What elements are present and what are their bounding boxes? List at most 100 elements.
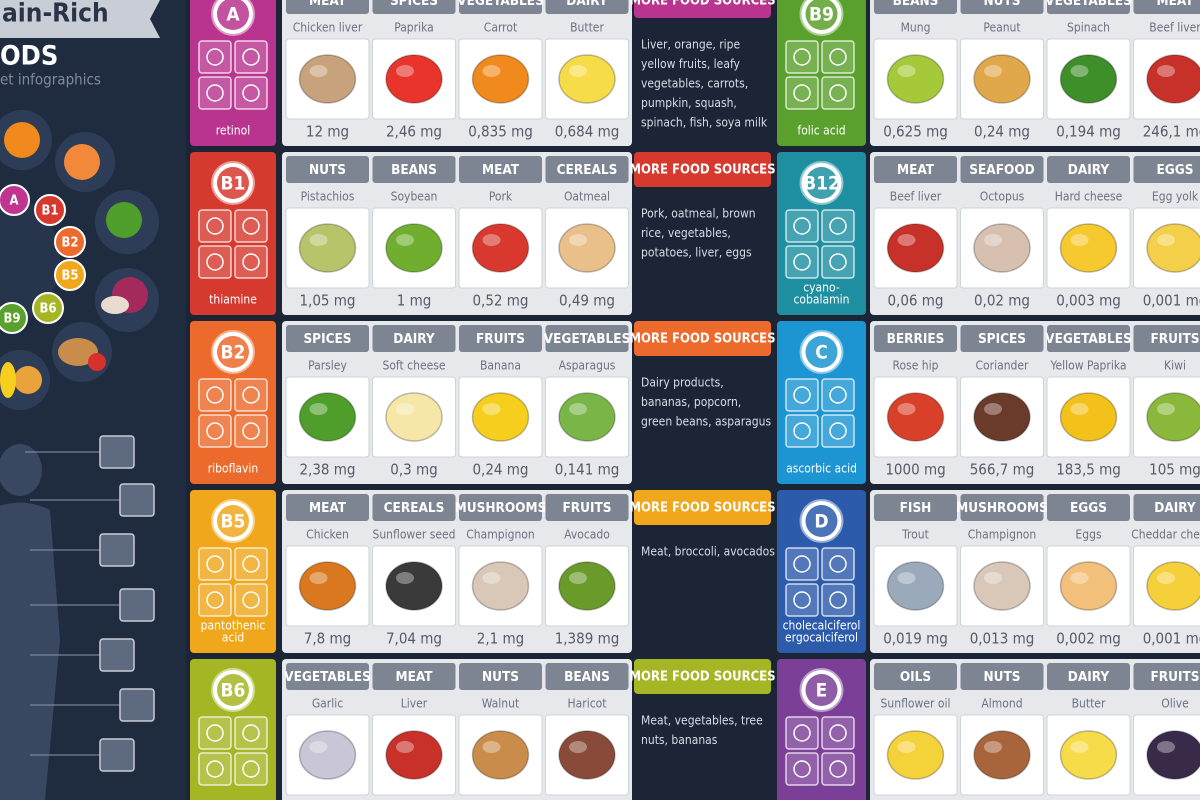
food-name: Eggs [1075, 528, 1102, 542]
food-name: Sunflower oil [881, 697, 951, 711]
body-diagram [0, 435, 155, 800]
benefit-icon-glyph [206, 422, 224, 440]
category-header [286, 494, 369, 521]
category: FRUITS [1150, 331, 1199, 347]
food-icon-highlight [1157, 65, 1175, 77]
vitamin-letter: B1 [221, 173, 246, 195]
benefit-icon [821, 752, 855, 786]
food-icon-highlight [897, 65, 916, 77]
wheel-badge-label: B9 [3, 312, 20, 327]
category: SEAFOOD [969, 162, 1034, 178]
category: MEAT [482, 162, 520, 178]
vitamin-letter: E [816, 680, 828, 702]
food-icon [558, 730, 616, 780]
food-icon-highlight [569, 403, 587, 415]
food-name: Peanut [983, 21, 1020, 35]
food-icon-highlight [396, 741, 414, 753]
amount: 0,141 mg [555, 461, 620, 479]
category-header [459, 0, 542, 14]
benefit-icon-glyph [829, 217, 847, 235]
benefit-icon-glyph [206, 555, 224, 573]
benefit-icon [198, 752, 232, 786]
amount: 0,625 mg [883, 123, 948, 141]
category: FRUITS [476, 331, 525, 347]
benefit-icon [234, 752, 268, 786]
food-name: Chicken liver [293, 21, 363, 35]
benefit-icon-glyph [793, 48, 811, 66]
benefit-icon-glyph [829, 422, 847, 440]
food-icon [973, 54, 1031, 104]
food-icon-highlight [984, 741, 1002, 753]
vitamin-letter: B6 [221, 680, 246, 702]
benefit-icon-glyph [793, 217, 811, 235]
food-icon [558, 392, 616, 442]
category-header [874, 494, 957, 521]
wheel-badge [54, 259, 86, 291]
benefit-icon-glyph [793, 84, 811, 102]
amount: 1,389 mg [555, 630, 620, 648]
category-header [1133, 494, 1200, 521]
category: VEGETABLES [1045, 0, 1132, 9]
category: FRUITS [1150, 669, 1199, 685]
food-icon-highlight [1070, 572, 1089, 584]
category-header [372, 0, 456, 14]
category-header [286, 0, 369, 14]
more-sources-label-box [634, 152, 771, 187]
food-icon [471, 730, 530, 780]
food-name: Sunflower seed [372, 528, 455, 542]
more-sources-text: nuts, bananas [641, 733, 718, 747]
benefit-icon-glyph [829, 84, 847, 102]
amount: 2,46 mg [386, 123, 442, 141]
food-icon [1146, 54, 1200, 104]
more-sources-text: spinach, fish, soya milk [641, 116, 768, 130]
benefit-icon-glyph [206, 724, 224, 742]
food-icon-highlight [984, 572, 1002, 584]
vitamin-name: pantothenic [201, 619, 266, 633]
food-icon-highlight [396, 572, 414, 584]
vitamin-badge-inner [805, 674, 838, 706]
food-icon [886, 730, 945, 780]
benefit-icon [198, 414, 232, 448]
amount: 0,013 mg [970, 630, 1035, 648]
category: SPICES [303, 331, 351, 347]
food-name: Avocado [564, 528, 610, 542]
vitamin-badge-inner [217, 167, 249, 199]
benefit-icon [198, 547, 232, 581]
food-icon [973, 223, 1031, 273]
benefit-icon-glyph [829, 724, 847, 742]
benefit-icon-glyph [829, 386, 847, 404]
benefit-icon-glyph [242, 84, 260, 102]
wheel-badge-label: B6 [39, 302, 56, 317]
more-sources-text: rice, vegetables, [641, 226, 731, 240]
food-name: Almond [981, 697, 1022, 711]
category: VEGETABLES [457, 0, 544, 9]
category: CEREALS [557, 162, 618, 178]
amount: 0,003 mg [1056, 292, 1121, 310]
benefit-icon [198, 716, 232, 750]
food-icon [298, 392, 357, 442]
category: NUTS [983, 0, 1020, 9]
food-name: Egg yolk [1152, 190, 1199, 204]
more-sources-text: Dairy products, [641, 376, 724, 390]
more-sources-text: yellow fruits, leafy [641, 57, 741, 71]
more-sources-label-box [634, 0, 771, 18]
category-header [960, 0, 1044, 14]
vitamin-name: ascorbic acid [786, 462, 857, 476]
more-sources-text: Meat, broccoli, avocados [641, 545, 775, 559]
more-sources-text: Liver, orange, ripe [641, 38, 740, 52]
category-header [960, 663, 1044, 690]
benefit-icon-glyph [793, 555, 811, 573]
category: OILS [900, 669, 931, 685]
category: BEANS [893, 0, 939, 9]
vitamin-name: retinol [216, 124, 251, 138]
vitamin-tile [190, 321, 276, 484]
amount: 0,835 mg [468, 123, 533, 141]
wheel-badge [34, 194, 66, 226]
category: BEANS [564, 669, 610, 685]
benefit-icon [821, 76, 855, 110]
food-icon [886, 392, 945, 442]
benefit-icon-glyph [242, 253, 260, 271]
food-icon-highlight [984, 65, 1002, 77]
benefit-icon [821, 209, 855, 243]
food-icon-highlight [569, 234, 587, 246]
